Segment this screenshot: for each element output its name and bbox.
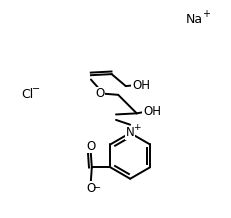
Text: Na: Na: [185, 13, 202, 26]
Text: OH: OH: [142, 105, 160, 118]
Text: O: O: [86, 140, 95, 153]
Text: Cl: Cl: [21, 88, 33, 101]
Text: O: O: [86, 182, 95, 195]
Text: −: −: [93, 183, 101, 193]
Text: +: +: [132, 123, 140, 133]
Text: O: O: [95, 87, 104, 100]
Text: +: +: [201, 9, 209, 19]
Text: N: N: [125, 126, 134, 140]
Text: OH: OH: [131, 78, 149, 92]
Text: −: −: [32, 84, 40, 94]
